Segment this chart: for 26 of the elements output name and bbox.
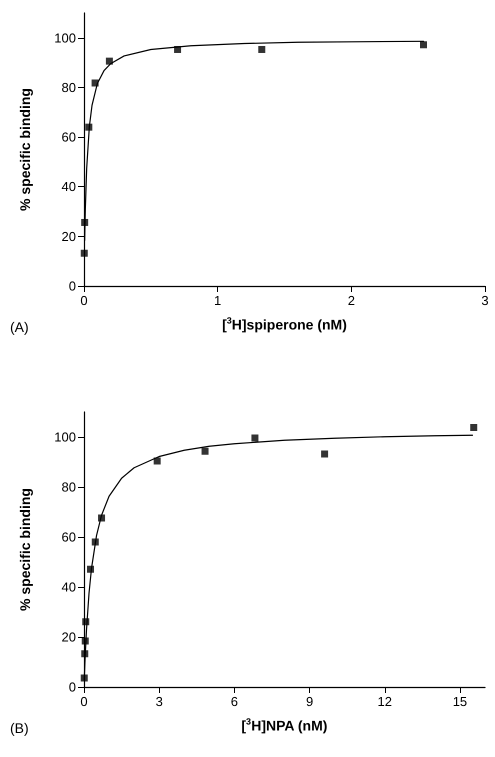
text: (B) bbox=[10, 720, 29, 736]
y-tick-label: 20 bbox=[62, 228, 76, 244]
y-tick-label: 20 bbox=[62, 630, 76, 644]
y-tick-label: 60 bbox=[62, 130, 76, 145]
y-axis-title: % specific binding bbox=[17, 88, 33, 211]
x-tick-label: 6 bbox=[230, 694, 238, 709]
x-tick-label: 3 bbox=[481, 293, 489, 308]
y-tick-label: 40 bbox=[62, 179, 76, 194]
y-tick-label: 0 bbox=[68, 278, 76, 294]
x-tick-label: 15 bbox=[452, 694, 468, 709]
y-axis-title: % specific binding bbox=[17, 488, 33, 611]
x-tick-label: 0 bbox=[80, 293, 88, 308]
x-tick-label: 2 bbox=[348, 293, 355, 308]
y-tick-label: 100 bbox=[54, 30, 76, 46]
y-tick-label: 100 bbox=[54, 430, 76, 444]
text: (A) bbox=[10, 319, 29, 335]
y-tick-label: 0 bbox=[68, 680, 76, 694]
x-tick-label: 1 bbox=[214, 293, 222, 308]
x-tick-label: 9 bbox=[306, 694, 314, 709]
x-tick-label: 3 bbox=[156, 694, 163, 709]
y-tick-label: 80 bbox=[62, 480, 76, 494]
y-tick-label: 40 bbox=[62, 580, 76, 594]
y-tick-label: 80 bbox=[62, 80, 76, 95]
x-tick-label: 0 bbox=[80, 694, 88, 709]
y-tick-label: 60 bbox=[62, 530, 76, 544]
x-tick-label: 12 bbox=[378, 694, 392, 709]
